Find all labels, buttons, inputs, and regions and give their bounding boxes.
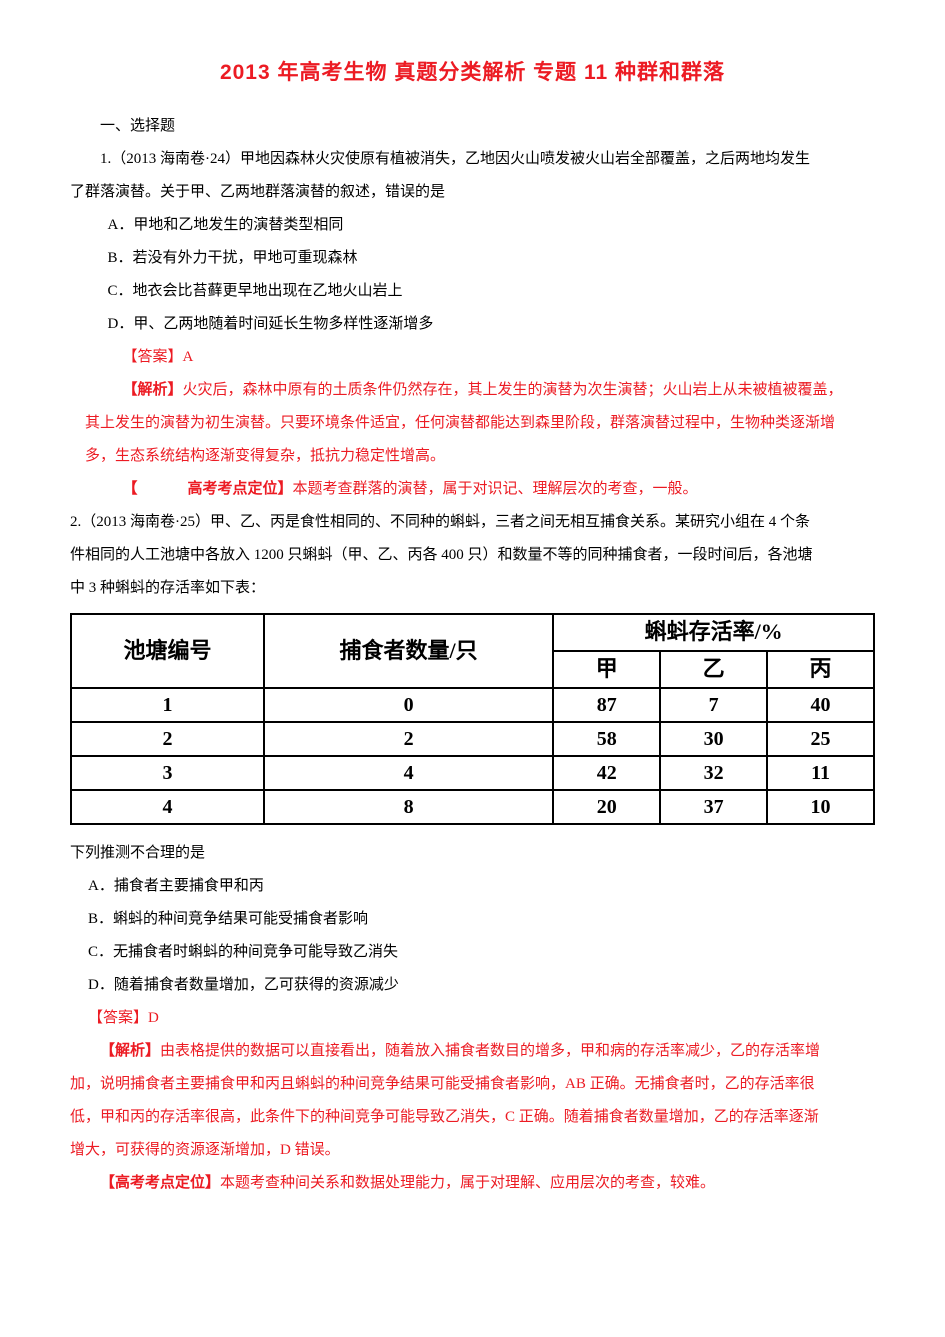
table-row: 3 4 42 32 11 xyxy=(71,756,874,790)
th-sub-c: 丙 xyxy=(767,651,874,688)
th-survival: 蝌蚪存活率/% xyxy=(553,614,874,651)
cell-b: 32 xyxy=(660,756,767,790)
q2-kaodian: 【高考考点定位】本题考查种间关系和数据处理能力，属于对理解、应用层次的考查，较难… xyxy=(70,1167,875,1200)
table-header-row1: 池塘编号 捕食者数量/只 蝌蚪存活率/% xyxy=(71,614,874,651)
document-page: 2013 年高考生物 真题分类解析 专题 11 种群和群落 一、选择题 1.（2… xyxy=(0,0,945,1337)
cell-pred: 0 xyxy=(264,688,553,722)
q1-explanation-line3: 多，生态系统结构逐渐变得复杂，抵抗力稳定性增高。 xyxy=(70,440,875,473)
q1-kaodian: 【 高考考点定位】本题考查群落的演替，属于对识记、理解层次的考查，一般。 xyxy=(70,473,875,506)
cell-a: 87 xyxy=(553,688,660,722)
q1-kaodian-body: 本题考查群落的演替，属于对识记、理解层次的考查，一般。 xyxy=(293,481,698,497)
q2-answer: 【答案】D xyxy=(70,1002,875,1035)
cell-pred: 4 xyxy=(264,756,553,790)
q2-stem-line3: 中 3 种蝌蚪的存活率如下表： xyxy=(70,572,875,605)
q1-jiexi-lead: 【解析】 xyxy=(123,382,183,398)
q1-explanation-line2: 其上发生的演替为初生演替。只要环境条件适宜，任何演替都能达到森里阶段，群落演替过… xyxy=(70,407,875,440)
cell-c: 10 xyxy=(767,790,874,824)
th-sub-b: 乙 xyxy=(660,651,767,688)
table-row: 1 0 87 7 40 xyxy=(71,688,874,722)
q1-explanation-line1: 【解析】火灾后，森林中原有的土质条件仍然存在，其上发生的演替为次生演替；火山岩上… xyxy=(70,374,875,407)
q2-kaodian-body: 本题考查种间关系和数据处理能力，属于对理解、应用层次的考查，较难。 xyxy=(220,1175,715,1191)
th-sub-a: 甲 xyxy=(553,651,660,688)
cell-b: 7 xyxy=(660,688,767,722)
cell-no: 1 xyxy=(71,688,264,722)
survival-table: 池塘编号 捕食者数量/只 蝌蚪存活率/% 甲 乙 丙 1 0 87 7 40 2… xyxy=(70,613,875,825)
q2-stem-line1: 2.（2013 海南卷·25）甲、乙、丙是食性相同的、不同种的蝌蚪，三者之间无相… xyxy=(70,506,875,539)
th-predator-count: 捕食者数量/只 xyxy=(264,614,553,688)
cell-pred: 8 xyxy=(264,790,553,824)
q2-block: 2.（2013 海南卷·25）甲、乙、丙是食性相同的、不同种的蝌蚪，三者之间无相… xyxy=(70,506,875,605)
table-row: 4 8 20 37 10 xyxy=(71,790,874,824)
q2-data-table: 池塘编号 捕食者数量/只 蝌蚪存活率/% 甲 乙 丙 1 0 87 7 40 2… xyxy=(70,613,875,825)
q1-kaodian-mid: 高考考点定位】 xyxy=(188,481,293,497)
q1-stem-line2: 了群落演替。关于甲、乙两地群落演替的叙述，错误的是 xyxy=(70,176,875,209)
q2-below-table: 下列推测不合理的是 xyxy=(70,837,875,870)
cell-no: 3 xyxy=(71,756,264,790)
q2-explanation-line3: 低，甲和丙的存活率很高，此条件下的种间竞争可能导致乙消失，C 正确。随着捕食者数… xyxy=(70,1101,875,1134)
th-pool-no: 池塘编号 xyxy=(71,614,264,688)
q1-stem-line1: 1.（2013 海南卷·24）甲地因森林火灾使原有植被消失，乙地因火山喷发被火山… xyxy=(70,143,875,176)
q2-jiexi-lead: 【解析】 xyxy=(100,1043,160,1059)
q1-option-c: C．地衣会比苔藓更早地出现在乙地火山岩上 xyxy=(70,275,875,308)
table-row: 2 2 58 30 25 xyxy=(71,722,874,756)
cell-c: 11 xyxy=(767,756,874,790)
cell-a: 20 xyxy=(553,790,660,824)
q2-kaodian-lead: 【高考考点定位】 xyxy=(100,1175,220,1191)
q1-jiexi-l1-rest: 火灾后，森林中原有的土质条件仍然存在，其上发生的演替为次生演替；火山岩上从未被植… xyxy=(183,382,843,398)
q2-explanation-block: 【解析】由表格提供的数据可以直接看出，随着放入捕食者数目的增多，甲和病的存活率减… xyxy=(70,1035,875,1167)
q1-kaodian-lead: 【 xyxy=(123,481,138,497)
q2-explanation-line1: 【解析】由表格提供的数据可以直接看出，随着放入捕食者数目的增多，甲和病的存活率减… xyxy=(70,1035,875,1068)
q2-jiexi-l1-rest: 由表格提供的数据可以直接看出，随着放入捕食者数目的增多，甲和病的存活率减少，乙的… xyxy=(160,1043,820,1059)
cell-b: 30 xyxy=(660,722,767,756)
q1-explanation-block: 【解析】火灾后，森林中原有的土质条件仍然存在，其上发生的演替为次生演替；火山岩上… xyxy=(70,374,875,473)
cell-b: 37 xyxy=(660,790,767,824)
cell-c: 25 xyxy=(767,722,874,756)
cell-c: 40 xyxy=(767,688,874,722)
q2-explanation-line4: 增大，可获得的资源逐渐增加，D 错误。 xyxy=(70,1134,875,1167)
cell-a: 42 xyxy=(553,756,660,790)
q2-option-a: A．捕食者主要捕食甲和丙 xyxy=(70,870,875,903)
q2-option-d: D．随着捕食者数量增加，乙可获得的资源减少 xyxy=(70,969,875,1002)
q1-option-b: B．若没有外力干扰，甲地可重现森林 xyxy=(70,242,875,275)
cell-pred: 2 xyxy=(264,722,553,756)
page-title: 2013 年高考生物 真题分类解析 专题 11 种群和群落 xyxy=(70,50,875,96)
section-header: 一、选择题 xyxy=(70,110,875,143)
q1-answer: 【答案】A xyxy=(70,341,875,374)
q2-option-c: C．无捕食者时蝌蚪的种间竞争可能导致乙消失 xyxy=(70,936,875,969)
q2-stem-line2: 件相同的人工池塘中各放入 1200 只蝌蚪（甲、乙、丙各 400 只）和数量不等… xyxy=(70,539,875,572)
q1-option-a: A．甲地和乙地发生的演替类型相同 xyxy=(70,209,875,242)
q1-option-d: D．甲、乙两地随着时间延长生物多样性逐渐增多 xyxy=(70,308,875,341)
cell-a: 58 xyxy=(553,722,660,756)
q2-option-b: B．蝌蚪的种间竞争结果可能受捕食者影响 xyxy=(70,903,875,936)
cell-no: 4 xyxy=(71,790,264,824)
q2-explanation-line2: 加，说明捕食者主要捕食甲和丙且蝌蚪的种间竞争结果可能受捕食者影响，AB 正确。无… xyxy=(70,1068,875,1101)
cell-no: 2 xyxy=(71,722,264,756)
